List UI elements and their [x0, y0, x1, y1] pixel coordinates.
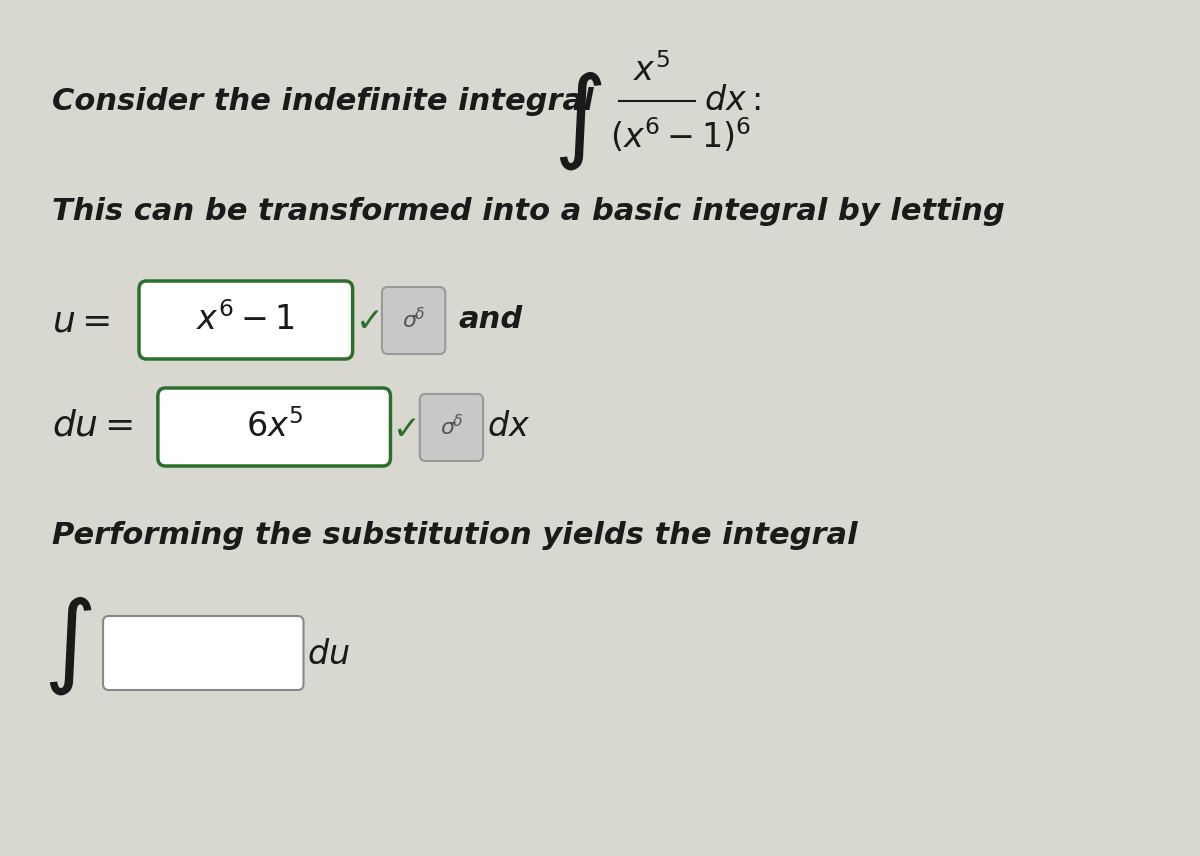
Text: $x^5$: $x^5$ [634, 54, 671, 88]
Text: $\int$: $\int$ [553, 69, 602, 172]
Text: This can be transformed into a basic integral by letting: This can be transformed into a basic int… [52, 197, 1004, 225]
Text: $6x^5$: $6x^5$ [246, 410, 302, 444]
Text: Performing the substitution yields the integral: Performing the substitution yields the i… [52, 521, 858, 550]
FancyBboxPatch shape [382, 287, 445, 354]
Text: $dx$: $dx$ [487, 411, 530, 443]
FancyBboxPatch shape [420, 394, 484, 461]
FancyBboxPatch shape [158, 388, 390, 466]
Text: $x^6 - 1$: $x^6 - 1$ [197, 303, 295, 337]
Text: $du =$: $du =$ [52, 409, 133, 443]
Text: $(x^6 - 1)^6$: $(x^6 - 1)^6$ [610, 116, 751, 156]
Text: $du$: $du$ [307, 638, 350, 670]
Text: Consider the indefinite integral: Consider the indefinite integral [52, 86, 594, 116]
Text: $\sigma^{\!\delta}$: $\sigma^{\!\delta}$ [402, 307, 425, 333]
FancyBboxPatch shape [139, 281, 353, 359]
Text: $u =$: $u =$ [52, 304, 110, 338]
Text: and: and [458, 306, 523, 335]
Text: $\checkmark$: $\checkmark$ [392, 411, 416, 443]
Text: $dx:$: $dx:$ [704, 85, 761, 117]
Text: $\checkmark$: $\checkmark$ [354, 304, 379, 336]
FancyBboxPatch shape [103, 616, 304, 690]
Text: $\int$: $\int$ [42, 595, 92, 698]
Text: $\sigma^{\!\delta}$: $\sigma^{\!\delta}$ [439, 414, 463, 440]
